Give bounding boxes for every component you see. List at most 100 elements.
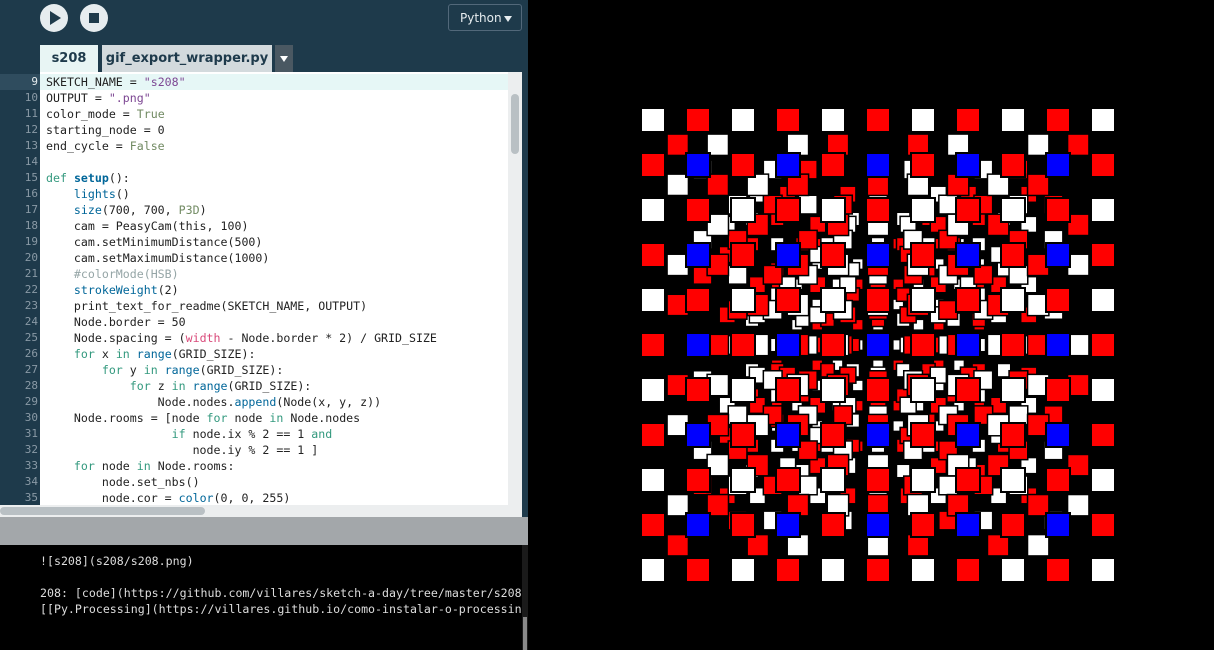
- cube-face: [1000, 197, 1026, 223]
- code-line: cam.setMaximumDistance(1000): [46, 250, 269, 266]
- cube-face: [1000, 152, 1026, 178]
- h-scroll-thumb[interactable]: [0, 507, 205, 515]
- cube-face: [1066, 493, 1090, 517]
- cube-face: [666, 133, 690, 157]
- cube-face: [706, 213, 730, 237]
- code-token: Node.rooms:: [150, 459, 235, 473]
- cube-face: [730, 422, 756, 448]
- v-scroll-thumb[interactable]: [511, 94, 519, 154]
- cube-face: [1045, 287, 1071, 313]
- code-token: [46, 283, 74, 297]
- cube-face: [892, 419, 905, 433]
- cube-face: [1045, 332, 1071, 358]
- code-token: node.ix % 2 == 1: [185, 427, 312, 441]
- console-scroll-thumb[interactable]: [523, 617, 527, 650]
- cube-face: [865, 332, 891, 358]
- cube-face: [910, 287, 936, 313]
- code-token: if: [171, 427, 186, 441]
- cube-face: [1090, 197, 1116, 223]
- cube-face: [955, 422, 981, 448]
- stop-icon: [89, 13, 99, 23]
- code-editor[interactable]: 9 10 11 12 13 14 15 16 17 18 19 20 21 22 23 24 25 26 27 28 2…: [0, 72, 522, 505]
- cube-face: [865, 422, 891, 448]
- mode-selector[interactable]: Python: [448, 4, 522, 31]
- console-line: [[Py.Processing](https://villares.github…: [40, 602, 522, 616]
- cube-face: [1045, 197, 1071, 223]
- line-number: 16: [24, 187, 38, 200]
- line-number: 28: [24, 379, 38, 392]
- code-line: cam = PeasyCam(this, 100): [46, 218, 249, 234]
- cube-face: [666, 533, 690, 557]
- stop-button[interactable]: [80, 4, 108, 32]
- cube-face: [1045, 512, 1071, 538]
- code-token: SKETCH_NAME =: [46, 75, 144, 89]
- cube-face: [1066, 453, 1090, 477]
- run-button[interactable]: [40, 4, 68, 32]
- code-token: ():: [108, 171, 130, 185]
- code-line: size(700, 700, P3D): [46, 202, 207, 218]
- cube-face: [1090, 332, 1116, 358]
- code-line: for y in range(GRID_SIZE):: [46, 362, 284, 378]
- code-token: def: [46, 171, 67, 185]
- cube-face: [865, 287, 891, 313]
- code-token: (700, 700,: [101, 203, 179, 217]
- code-token: z: [150, 379, 172, 393]
- code-token: False: [129, 139, 165, 153]
- cube-face: [912, 318, 925, 331]
- code-token: (GRID_SIZE):: [171, 347, 256, 361]
- code-line: strokeWeight(2): [46, 282, 179, 298]
- tab-active[interactable]: s208: [40, 45, 98, 72]
- cube-face: [820, 287, 846, 313]
- cube-face: [1090, 422, 1116, 448]
- cube-face: [797, 194, 818, 215]
- cube-face: [865, 467, 891, 493]
- cube-face: [640, 557, 666, 583]
- code-token: in: [171, 379, 186, 393]
- cube-face: [666, 493, 690, 517]
- line-number: 12: [24, 123, 38, 136]
- cube-face: [1026, 533, 1050, 557]
- cube-face: [775, 512, 801, 538]
- code-token: setup: [73, 171, 109, 185]
- code-token: append: [234, 395, 277, 409]
- dropdown-arrow: [504, 16, 512, 22]
- tab[interactable]: gif_export_wrapper.py: [102, 45, 272, 72]
- cube-face: [640, 197, 666, 223]
- cube-face: [1090, 377, 1116, 403]
- code-line: cam.setMinimumDistance(500): [46, 234, 262, 250]
- code-token: range: [164, 363, 200, 377]
- cube-face: [820, 242, 846, 268]
- code-token: width: [185, 331, 221, 345]
- code-line: #colorMode(HSB): [46, 266, 179, 282]
- cube-face: [640, 377, 666, 403]
- cube-face: [666, 173, 690, 197]
- cube-face: [973, 264, 994, 285]
- cube-face: [685, 467, 711, 493]
- cube-face: [1045, 242, 1071, 268]
- cube-face: [1045, 467, 1071, 493]
- code-token: [130, 347, 137, 361]
- cube-face: [1000, 107, 1026, 133]
- code-token: [67, 171, 74, 185]
- cube-face: [1045, 557, 1071, 583]
- cube-face: [1000, 242, 1026, 268]
- code-token: [158, 363, 165, 377]
- code-token: Node.spacing = (: [46, 331, 186, 345]
- code-token: cam = PeasyCam(this, 100): [46, 219, 249, 233]
- ide-panel: Python s208 gif_export_wrapper.py 9 10 11 1…: [0, 0, 528, 650]
- cube-face: [1090, 107, 1116, 133]
- code-line: for x in range(GRID_SIZE):: [46, 346, 256, 362]
- mode-label: Python: [460, 11, 502, 25]
- code-token: cam.setMaximumDistance(1000): [46, 251, 270, 265]
- code-line: if node.ix % 2 == 1 and: [46, 426, 333, 442]
- cube-face: [640, 512, 666, 538]
- tab-menu[interactable]: [275, 45, 293, 72]
- cube-face: [730, 377, 756, 403]
- code-token: ): [199, 203, 207, 217]
- cube-face: [1045, 107, 1071, 133]
- cube-face: [955, 467, 981, 493]
- line-number: 20: [24, 251, 38, 264]
- line-number: 27: [24, 363, 38, 376]
- cube-face: [865, 242, 891, 268]
